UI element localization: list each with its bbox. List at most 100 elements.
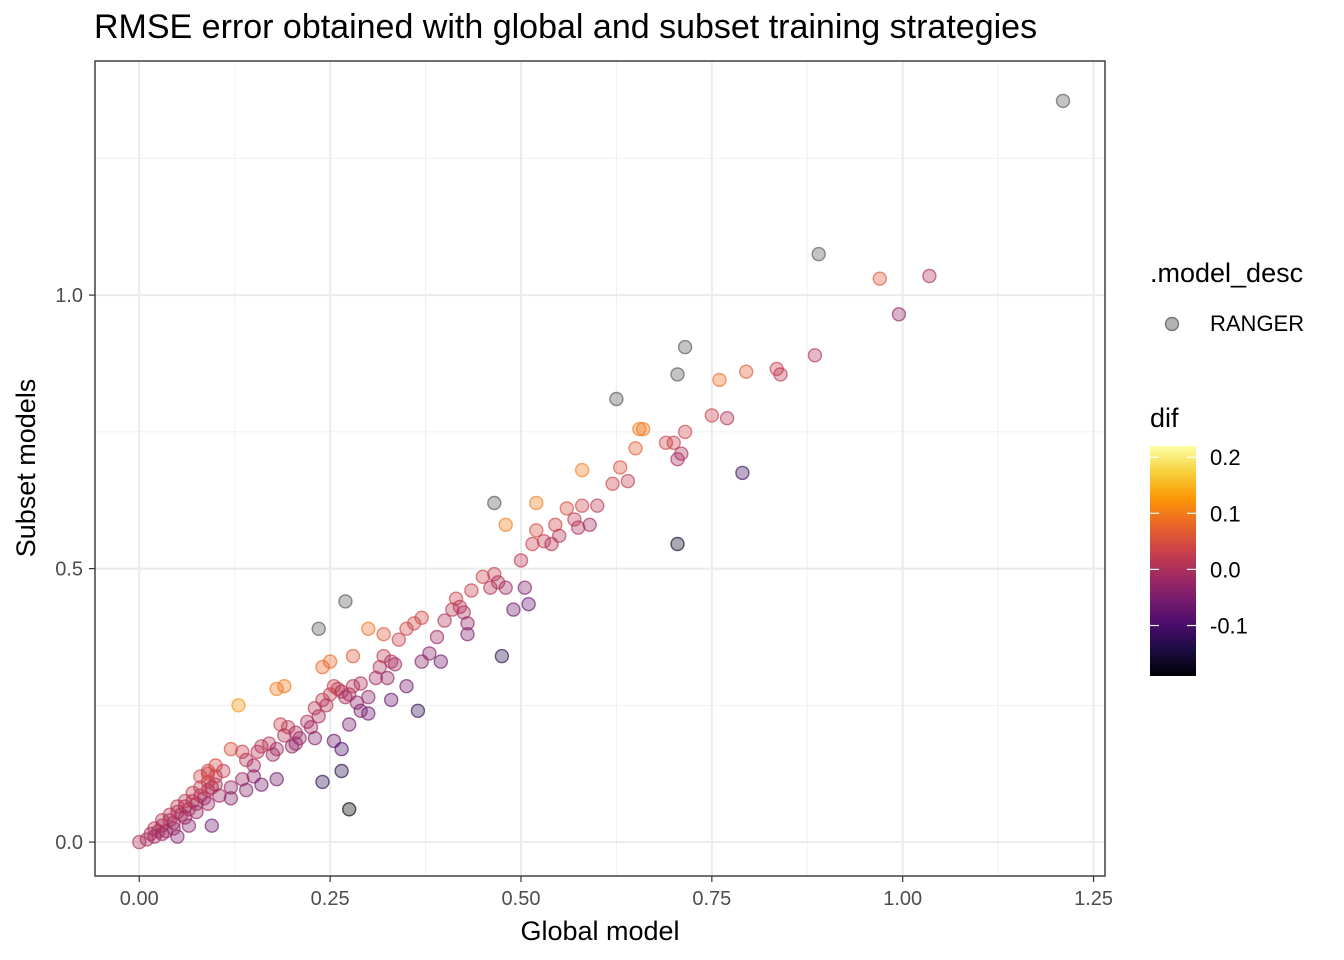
x-tick-label: 1.00 <box>883 888 922 910</box>
data-point <box>719 411 735 426</box>
data-point <box>406 616 422 631</box>
data-point <box>498 517 513 532</box>
data-point <box>376 627 391 642</box>
data-point <box>410 703 426 718</box>
data-point <box>315 659 330 675</box>
y-tick-label: 0.5 <box>55 559 83 581</box>
data-point <box>620 473 636 489</box>
data-point <box>571 520 586 535</box>
y-tick-label: 1.0 <box>55 285 83 307</box>
data-point <box>154 813 170 828</box>
data-point <box>181 802 197 817</box>
data-point <box>380 670 395 686</box>
data-point <box>200 766 216 781</box>
data-point <box>235 744 250 759</box>
legend-shape: .model_desc RANGER <box>1150 258 1304 336</box>
data-point <box>773 367 788 382</box>
data-point <box>223 791 239 806</box>
data-point <box>807 348 823 363</box>
data-point <box>269 741 284 757</box>
data-point <box>223 741 239 757</box>
data-point <box>609 391 624 407</box>
data-point <box>567 512 582 527</box>
data-point <box>490 575 506 590</box>
data-point <box>670 367 685 382</box>
data-point <box>277 728 292 743</box>
data-point <box>811 246 826 262</box>
data-point <box>658 435 674 450</box>
data-point <box>483 580 498 595</box>
data-point <box>529 523 544 538</box>
data-point <box>574 498 590 513</box>
data-point <box>208 769 223 784</box>
data-point <box>529 495 544 511</box>
data-point <box>193 780 208 795</box>
data-point <box>536 534 552 549</box>
data-point <box>200 796 216 811</box>
data-point <box>712 372 727 388</box>
data-point <box>460 627 475 642</box>
data-point <box>437 613 452 628</box>
data-point <box>349 695 365 710</box>
colorbar-tick-label: 0.1 <box>1210 501 1241 526</box>
data-point <box>246 758 262 773</box>
data-point <box>525 536 540 552</box>
data-point <box>269 772 284 787</box>
data-point <box>552 528 567 543</box>
data-point <box>414 654 429 669</box>
data-point <box>338 594 353 609</box>
data-point <box>677 339 693 355</box>
data-point <box>666 435 681 450</box>
data-point <box>670 536 685 552</box>
x-axis-title: Global model <box>520 916 679 946</box>
data-point <box>513 553 529 568</box>
y-axis-ticks: 0.0 0.5 1.0 <box>55 285 95 854</box>
data-point <box>353 676 368 691</box>
data-point <box>559 501 574 516</box>
colorbar-tick-label: 0.0 <box>1210 557 1241 582</box>
data-point <box>628 441 643 456</box>
data-point <box>231 698 246 713</box>
data-point <box>254 739 269 754</box>
data-point <box>238 782 254 798</box>
data-point <box>132 834 147 850</box>
data-point <box>307 731 323 746</box>
data-point <box>322 687 338 702</box>
data-point <box>414 610 429 625</box>
data-point <box>429 629 445 645</box>
data-point <box>735 465 750 481</box>
data-point <box>288 736 303 751</box>
data-point <box>334 741 349 757</box>
data-points <box>132 93 1071 850</box>
data-point <box>891 307 907 322</box>
data-point <box>613 460 628 475</box>
legend-color-title: dif <box>1150 403 1179 433</box>
data-point <box>384 692 399 708</box>
colorbar-ticks: 0.2 0.1 0.0 -0.1 <box>1150 445 1248 639</box>
data-point <box>311 709 326 724</box>
data-point <box>739 364 754 379</box>
data-point <box>154 826 170 842</box>
data-point <box>448 591 464 606</box>
data-point <box>582 517 597 532</box>
data-point <box>361 689 376 705</box>
x-tick-label: 0.00 <box>120 888 159 910</box>
data-point <box>574 462 590 478</box>
data-point <box>315 774 330 790</box>
x-tick-label: 1.25 <box>1074 888 1113 910</box>
x-tick-label: 0.75 <box>692 888 731 910</box>
x-tick-label: 0.25 <box>311 888 350 910</box>
data-point <box>464 583 479 598</box>
data-point <box>361 706 376 721</box>
data-point <box>342 802 357 817</box>
legend-shape-title: .model_desc <box>1150 258 1303 288</box>
data-point <box>353 703 368 718</box>
data-point <box>487 495 502 511</box>
x-tick-label: 0.50 <box>502 888 541 910</box>
legend-shape-entry-label: RANGER <box>1210 311 1304 336</box>
data-point <box>170 829 185 844</box>
data-point <box>677 424 693 440</box>
data-point <box>1055 93 1071 109</box>
grid-lines <box>95 61 1105 876</box>
data-point <box>872 271 887 286</box>
